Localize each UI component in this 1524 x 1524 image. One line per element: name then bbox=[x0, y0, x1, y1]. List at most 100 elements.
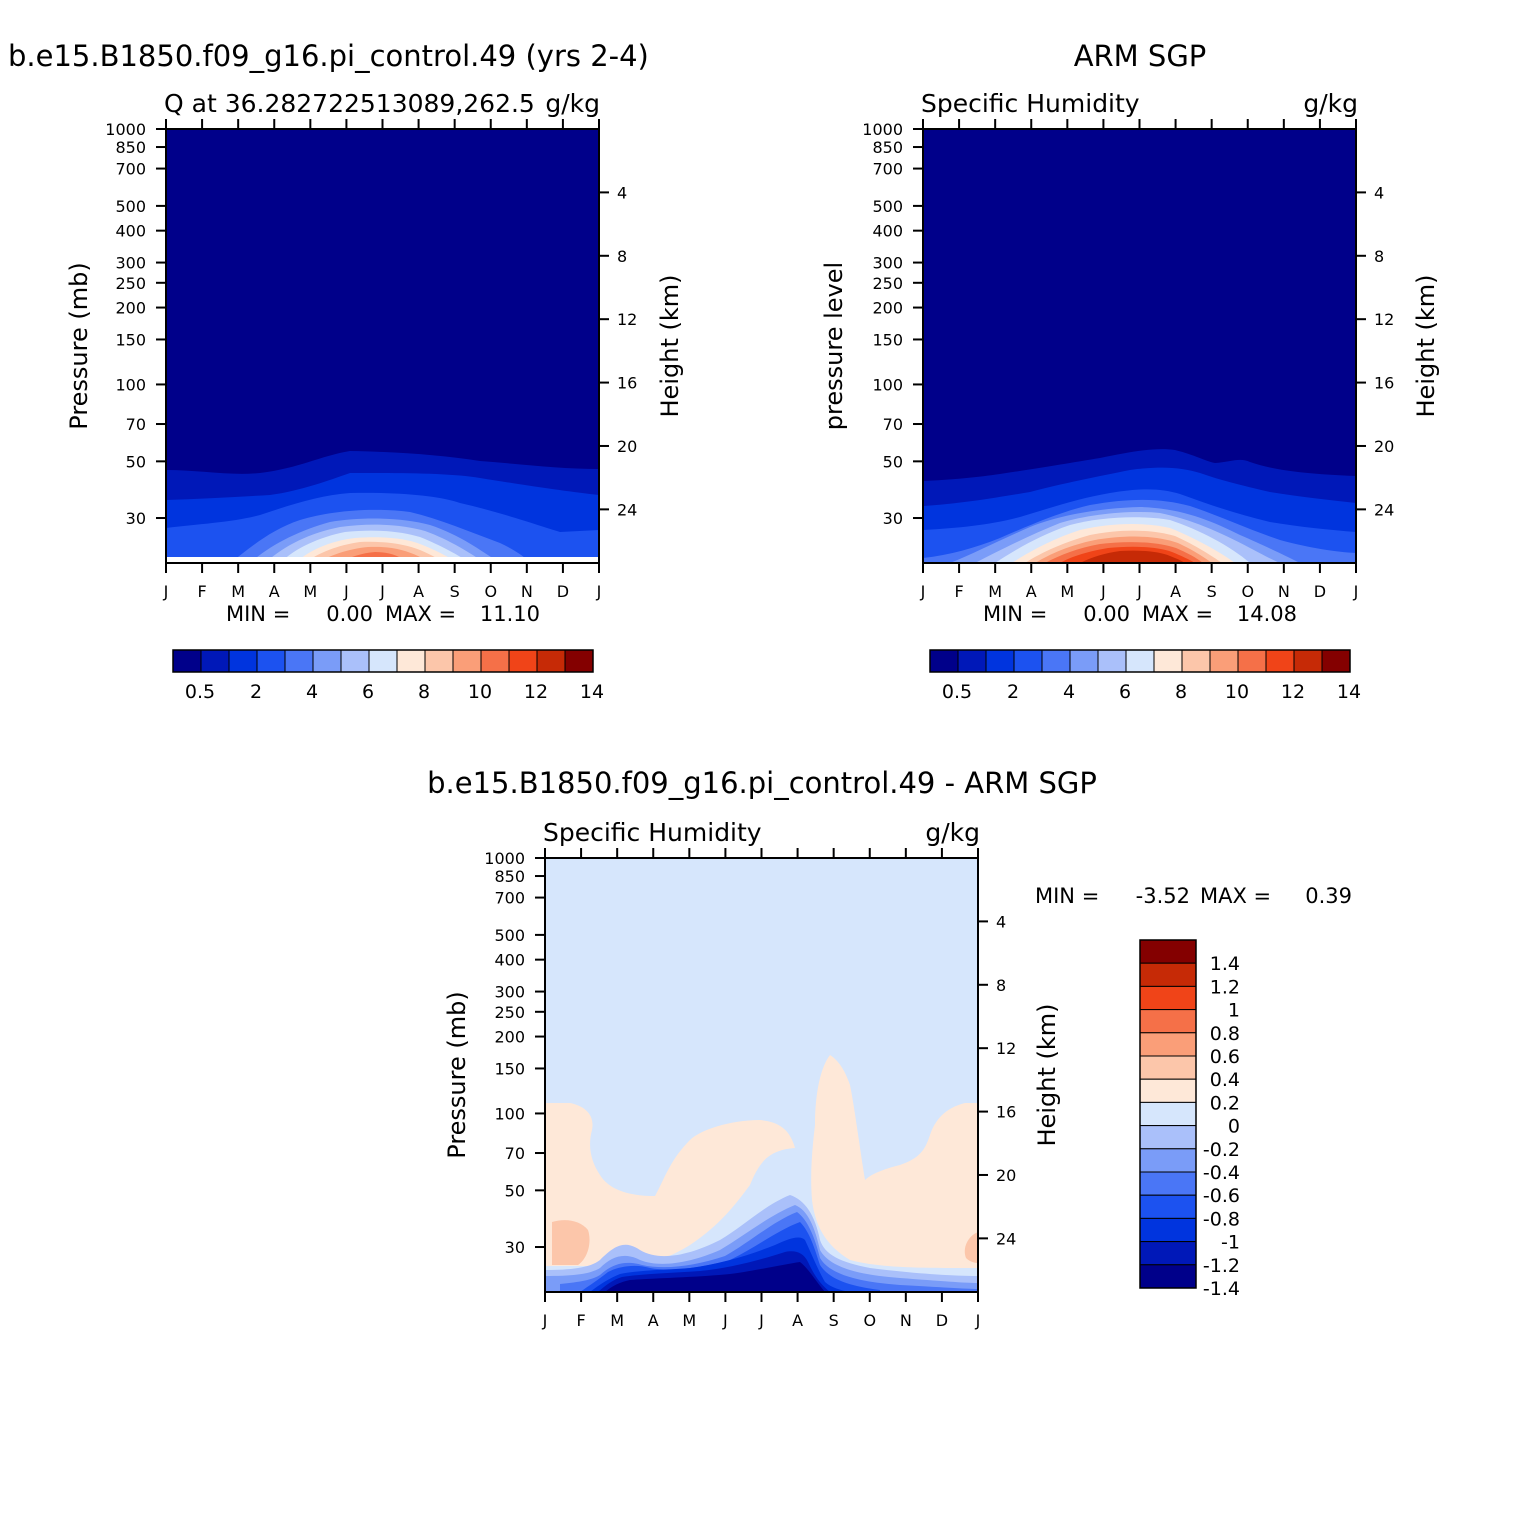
colorbar-swatch bbox=[256, 649, 286, 673]
diff-height-tick-label: 12 bbox=[996, 1039, 1016, 1058]
diff-min-label: MIN = bbox=[1035, 884, 1099, 908]
model-month-label: J bbox=[596, 582, 602, 601]
diff-month-label: M bbox=[610, 1311, 624, 1330]
colorbar-swatch bbox=[1139, 1101, 1197, 1127]
colorbar-swatch bbox=[312, 649, 342, 673]
colorbar-label: 0.5 bbox=[942, 681, 972, 703]
model-plot-area bbox=[166, 129, 599, 563]
diff-height-tick-label: 8 bbox=[996, 976, 1006, 995]
colorbar-swatch bbox=[1069, 649, 1099, 673]
model-month-label: J bbox=[379, 582, 385, 601]
diff-pressure-tick-label: 30 bbox=[505, 1238, 525, 1257]
obs-pressure-tick-label: 150 bbox=[872, 330, 903, 349]
model-pressure-tick-label: 30 bbox=[126, 509, 146, 528]
colorbar-swatch bbox=[1139, 1194, 1197, 1219]
diff-max-value: 0.39 bbox=[1305, 884, 1352, 908]
colorbar-swatch bbox=[424, 649, 454, 673]
colorbar-swatch bbox=[480, 649, 510, 673]
model-pressure-tick-label: 300 bbox=[115, 254, 146, 273]
model-pressure-tick-label: 500 bbox=[115, 197, 146, 216]
obs-height-tick-label: 4 bbox=[1374, 183, 1384, 202]
colorbar-frame bbox=[929, 649, 1351, 673]
obs-max-label: MAX = bbox=[1142, 602, 1213, 626]
colorbar-swatch bbox=[564, 649, 594, 673]
diff-subtitle-left: Specific Humidity bbox=[543, 818, 762, 847]
diff-pressure-tick-label: 70 bbox=[505, 1144, 525, 1163]
obs-pressure-tick-label: 70 bbox=[883, 415, 903, 434]
diff-pressure-tick-label: 200 bbox=[494, 1028, 525, 1047]
model-height-tick-label: 16 bbox=[617, 374, 637, 393]
colorbar-frame bbox=[1139, 939, 1197, 1289]
obs-month-label: D bbox=[1314, 582, 1326, 601]
colorbar-label: -0.4 bbox=[1203, 1162, 1240, 1184]
obs-month-label: M bbox=[988, 582, 1002, 601]
colorbar-label: 8 bbox=[418, 681, 430, 703]
colorbar-swatch bbox=[284, 649, 314, 673]
obs-month-label: J bbox=[1100, 582, 1106, 601]
diff-colorbar: 1.41.210.80.60.40.20-0.2-0.4-0.6-0.8-1-1… bbox=[1139, 939, 1240, 1300]
obs-month-label: M bbox=[1060, 582, 1074, 601]
model-pressure-tick-label: 1000 bbox=[105, 120, 146, 139]
diff-month-label: J bbox=[542, 1311, 548, 1330]
model-month-label: O bbox=[484, 582, 497, 601]
obs-pressure-tick-label: 250 bbox=[872, 274, 903, 293]
model-month-label: M bbox=[303, 582, 317, 601]
obs-height-tick-label: 24 bbox=[1374, 500, 1394, 519]
colorbar-swatch bbox=[1139, 1125, 1197, 1150]
diff-stats: MIN = -3.52 MAX = 0.39 bbox=[1035, 884, 1352, 908]
model-height-tick-label: 12 bbox=[617, 310, 637, 329]
model-pressure-tick-label: 50 bbox=[126, 452, 146, 471]
colorbar-swatch bbox=[536, 649, 566, 673]
obs-pressure-tick-label: 850 bbox=[872, 138, 903, 157]
colorbar-swatch bbox=[452, 649, 482, 673]
diff-month-label: A bbox=[648, 1311, 659, 1330]
obs-pressure-tick-label: 500 bbox=[872, 197, 903, 216]
obs-month-label: J bbox=[1136, 582, 1142, 601]
model-subtitle-left: Q at 36.282722513089,262.5 bbox=[164, 89, 535, 118]
colorbar-label: 12 bbox=[1281, 681, 1305, 703]
obs-colorbar: 0.5 2 4 6 8 10 12 14 bbox=[929, 649, 1361, 703]
obs-month-label: S bbox=[1207, 582, 1217, 601]
colorbar-swatch bbox=[200, 649, 230, 673]
colorbar-label: -0.8 bbox=[1203, 1208, 1240, 1230]
colorbar-swatch bbox=[929, 649, 959, 673]
diff-positive-left bbox=[545, 1103, 795, 1266]
model-pressure-tick-label: 200 bbox=[115, 299, 146, 318]
obs-pressure-tick-label: 200 bbox=[872, 299, 903, 318]
model-month-label: A bbox=[269, 582, 280, 601]
model-height-tick-label: 20 bbox=[617, 437, 637, 456]
model-month-label: J bbox=[343, 582, 349, 601]
colorbar-swatch bbox=[1125, 649, 1155, 673]
model-pressure-tick-label: 150 bbox=[115, 330, 146, 349]
diff-ylabel-left: Pressure (mb) bbox=[443, 991, 471, 1158]
colorbar-label: 0.5 bbox=[185, 681, 215, 703]
colorbar-swatch bbox=[1139, 939, 1197, 964]
obs-pressure-tick-label: 1000 bbox=[862, 120, 903, 139]
right-panel-title: ARM SGP bbox=[1074, 39, 1207, 73]
colorbar-label: 6 bbox=[1119, 681, 1131, 703]
colorbar-swatch bbox=[1139, 1032, 1197, 1057]
colorbar-label: -0.2 bbox=[1203, 1139, 1240, 1161]
colorbar-label: 2 bbox=[250, 681, 262, 703]
obs-month-label: N bbox=[1278, 582, 1290, 601]
model-below-surface bbox=[166, 557, 599, 563]
obs-subtitle-right: g/kg bbox=[1303, 89, 1358, 118]
diff-pos-patch-right bbox=[964, 1232, 978, 1263]
colorbar-swatch bbox=[1293, 649, 1323, 673]
colorbar-swatch bbox=[1139, 1241, 1197, 1266]
model-pressure-tick-label: 70 bbox=[126, 415, 146, 434]
diff-month-label: O bbox=[863, 1311, 876, 1330]
difference-panel-title: b.e15.B1850.f09_g16.pi_control.49 - ARM … bbox=[427, 766, 1097, 800]
colorbar-swatch bbox=[396, 649, 426, 673]
obs-month-label: J bbox=[1353, 582, 1359, 601]
obs-min-value: 0.00 bbox=[1083, 602, 1130, 626]
colorbar-label: 10 bbox=[468, 681, 492, 703]
colorbar-label: 6 bbox=[362, 681, 374, 703]
model-month-label: A bbox=[413, 582, 424, 601]
obs-month-label: O bbox=[1241, 582, 1254, 601]
diff-neg-7 bbox=[605, 1262, 825, 1292]
colorbar-swatch bbox=[1097, 649, 1127, 673]
colorbar-swatch bbox=[1209, 649, 1239, 673]
diff-month-label: N bbox=[900, 1311, 912, 1330]
